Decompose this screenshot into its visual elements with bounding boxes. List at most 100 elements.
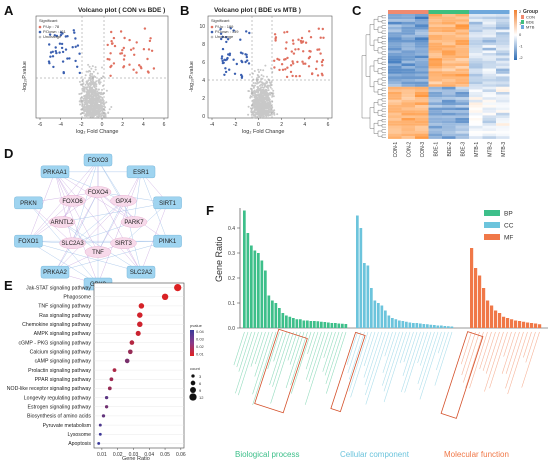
unchanged-point: [266, 86, 269, 89]
unchanged-point: [105, 89, 108, 92]
heatmap-cell: [469, 71, 483, 74]
panel-b-yticks: 0 2 4 6 8 10: [199, 24, 205, 120]
go-term-label-stroke: [485, 331, 500, 374]
down-point: [48, 62, 51, 65]
heatmap-cell: [442, 16, 456, 20]
heatmap-cell: [428, 24, 442, 28]
heatmap-cell: [428, 29, 442, 33]
go-term-label-stroke: [235, 331, 256, 394]
unchanged-point: [273, 109, 276, 112]
count-legend-items: 3 6 9 12: [189, 374, 204, 401]
go-bar: [419, 323, 422, 328]
heatmap-cell: [388, 102, 402, 106]
heatmap-cell: [482, 105, 496, 108]
heatmap-cell: [442, 29, 456, 33]
heatmap-cell: [442, 24, 456, 28]
heatmap-cell: [469, 34, 483, 38]
unchanged-point: [252, 82, 255, 84]
unchanged-point: [262, 110, 265, 113]
panel-f-yticks: 0.0 0.1 0.2 0.3 0.4: [228, 226, 240, 332]
heatmap-cell: [496, 66, 510, 69]
heatmap-cell: [496, 76, 510, 80]
unchanged-point: [94, 66, 97, 69]
legend-label-cc: CC: [504, 223, 514, 230]
heatmap-cell: [428, 19, 442, 22]
pathway-dot: [124, 358, 130, 364]
heatmap-cell: [455, 123, 469, 126]
go-term-label-stroke: [238, 331, 259, 396]
panel-letter-d: D: [4, 146, 13, 161]
heatmap-cell: [401, 58, 415, 61]
heatmap-cell: [469, 53, 483, 56]
heatmap-cell: [469, 136, 483, 139]
dendrogram-branch: [381, 61, 386, 65]
x-tick-label: 0.02: [113, 452, 123, 458]
down-point: [66, 57, 69, 60]
heatmap-cell: [415, 112, 429, 116]
heatmap-cell: [428, 34, 442, 38]
unchanged-point: [93, 86, 96, 89]
count-legend-dot: [191, 374, 195, 378]
go-bar: [514, 320, 518, 328]
heatmap-cell: [388, 99, 402, 103]
heatmap-cell: [415, 84, 429, 87]
pathway-dot: [97, 441, 101, 445]
count-legend-dot: [189, 393, 197, 401]
heatmap-cell: [469, 60, 483, 64]
down-point: [219, 32, 223, 35]
dendrogram-branch: [373, 102, 378, 113]
dendrogram-branch: [381, 113, 386, 117]
heatmap-cell: [496, 92, 510, 95]
heatmap-cell: [455, 40, 469, 43]
heatmap-cell: [388, 89, 402, 93]
go-bar: [482, 288, 486, 328]
heatmap-cell: [415, 29, 429, 33]
go-bar: [443, 326, 447, 328]
dendrogram-branch: [381, 25, 386, 29]
heatmap-cell: [469, 47, 483, 51]
unchanged-point: [249, 95, 252, 98]
heatmap-cell: [428, 16, 442, 20]
unchanged-point: [253, 109, 256, 112]
heatmap-cell: [428, 86, 442, 90]
heatmap-cell: [442, 42, 456, 46]
heatmap-cell: [428, 21, 442, 25]
heatmap-cell: [428, 107, 442, 111]
down-point: [55, 34, 59, 38]
unchanged-point: [85, 70, 88, 73]
count-legend-label: 9: [199, 388, 202, 393]
up-point: [135, 71, 138, 74]
heatmap-cell: [455, 92, 469, 95]
unchanged-point: [83, 114, 86, 117]
unchanged-point: [262, 115, 265, 118]
unchanged-point: [104, 113, 107, 116]
down-point: [232, 29, 235, 32]
column-label: BDE-2: [447, 142, 453, 157]
dendrogram-branch: [377, 37, 382, 43]
dendrogram-branch: [381, 51, 386, 55]
heatmap-cell: [442, 125, 456, 129]
legend-unchange-dot: [210, 35, 214, 39]
go-bar: [373, 300, 377, 328]
unchanged-point: [269, 86, 272, 89]
heatmap-cell: [428, 47, 442, 51]
group-swatch-bde: [521, 20, 524, 24]
heatmap-cell: [401, 50, 415, 54]
heatmap-cell: [428, 133, 442, 137]
heatmap-cell: [496, 68, 510, 72]
network-node-ellipse: [59, 237, 86, 249]
pathway-dot: [129, 340, 135, 345]
unchanged-point: [259, 103, 261, 106]
unchanged-point: [102, 75, 104, 78]
heatmap-cell: [455, 73, 469, 77]
unchanged-point: [100, 114, 103, 117]
x-tick-label: 6: [163, 122, 166, 128]
heatmap-cell: [482, 32, 496, 35]
heatmap-cell: [482, 27, 496, 30]
unchanged-point: [100, 91, 103, 94]
go-term-label-stroke: [501, 331, 516, 374]
down-point: [219, 28, 222, 31]
network-node-box: [83, 153, 113, 167]
dendrogram-branch: [377, 58, 382, 64]
heatmap-cell: [428, 50, 442, 54]
